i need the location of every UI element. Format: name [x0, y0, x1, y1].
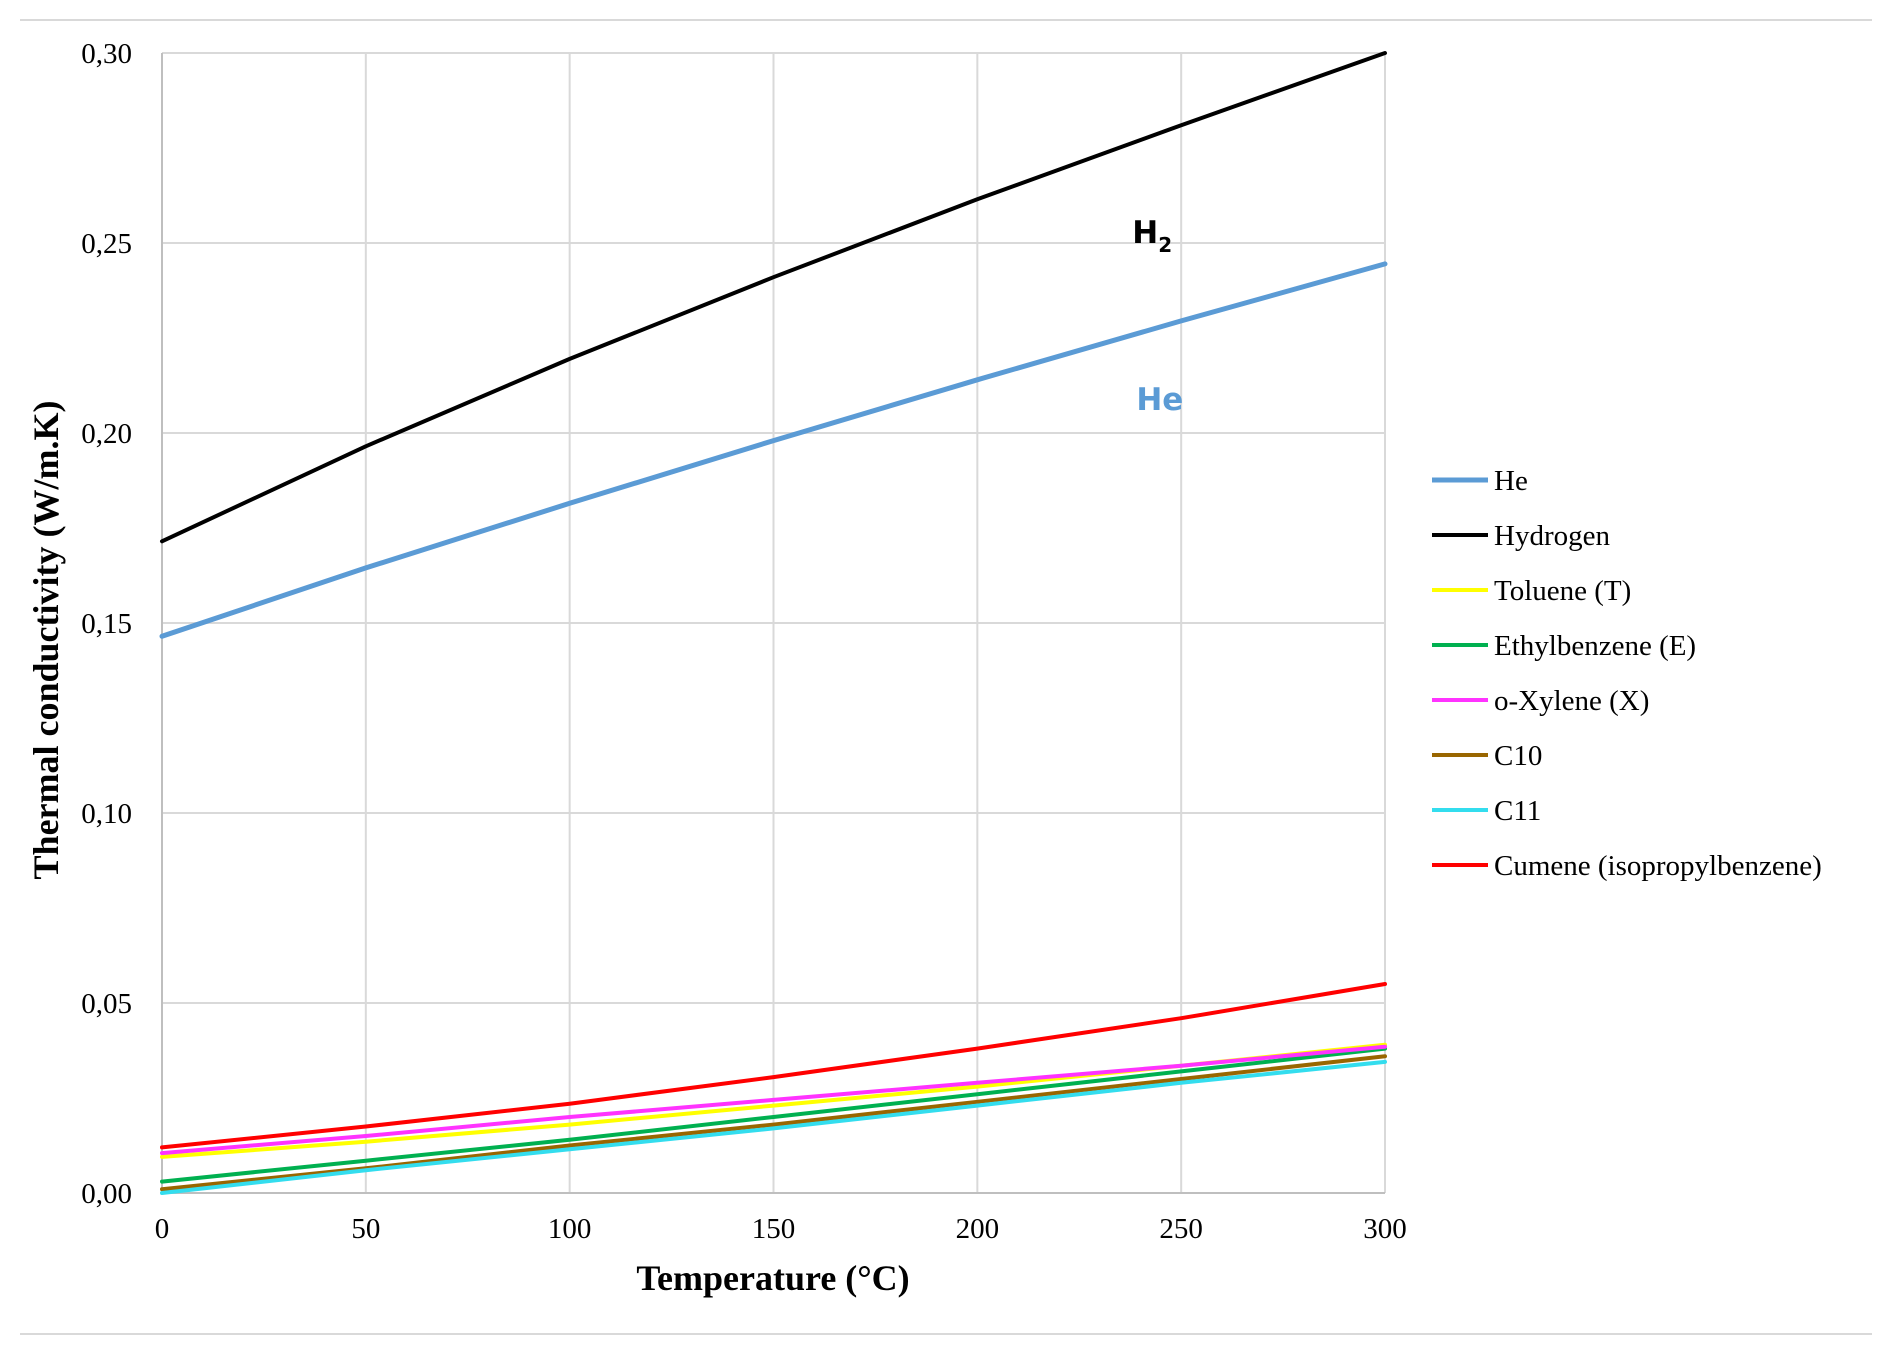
x-tick-label: 50: [351, 1213, 380, 1245]
legend-label: Cumene (isopropylbenzene): [1494, 850, 1822, 882]
y-tick-label: 0,20: [81, 418, 132, 450]
series-line-hydrogen: [160, 51, 1387, 544]
series-line-o-xylene-x: [160, 1044, 1387, 1156]
legend-label: Ethylbenzene (E): [1494, 630, 1696, 662]
legend: He Hydrogen Toluene (T) Ethylbenzene (E) o-X…: [1432, 465, 1822, 882]
series-line-ethylbenzene-e: [160, 1046, 1387, 1184]
legend-label: Hydrogen: [1494, 520, 1610, 552]
y-tick-label: 0,30: [81, 38, 132, 70]
x-tick-label: 150: [752, 1213, 796, 1245]
legend-entry: C11: [1432, 795, 1541, 827]
series-line-c11: [160, 1059, 1387, 1195]
legend-entry: Toluene (T): [1432, 575, 1631, 607]
y-axis-title: Thermal conductivity (W/m.K): [26, 401, 66, 880]
annotation-label: He: [1136, 382, 1183, 418]
legend-label: C11: [1494, 795, 1541, 827]
y-tick-label: 0,05: [81, 988, 132, 1020]
y-tick-label: 0,25: [81, 228, 132, 260]
x-tick-label: 0: [155, 1213, 170, 1245]
legend-entry: Ethylbenzene (E): [1432, 630, 1696, 662]
y-tick-label: 0,15: [81, 608, 132, 640]
legend-label: Toluene (T): [1494, 575, 1631, 607]
tick-labels: 0,00 0,05 0,10 0,15 0,20 0,25 0,30 0 50 100 150 200…: [81, 38, 1407, 1245]
series-line-cumene-isopropylbenzene: [160, 982, 1387, 1150]
x-tick-label: 300: [1363, 1213, 1407, 1245]
series-lines: [159, 51, 1388, 1195]
x-axis-title: Temperature (°C): [636, 1258, 909, 1298]
x-tick-label: 200: [956, 1213, 1000, 1245]
legend-entry: Cumene (isopropylbenzene): [1432, 850, 1822, 882]
legend-label: C10: [1494, 740, 1542, 772]
x-tick-label: 100: [548, 1213, 592, 1245]
grid: [162, 52, 1386, 1193]
legend-entry: C10: [1432, 740, 1542, 772]
annotation-label: H2: [1132, 215, 1172, 257]
legend-entry: He: [1432, 465, 1528, 497]
series-line-he: [159, 261, 1388, 639]
x-tick-label: 250: [1159, 1213, 1203, 1245]
legend-label: o-Xylene (X): [1494, 685, 1649, 717]
annotations: H2 He: [1132, 215, 1183, 418]
y-tick-label: 0,00: [81, 1178, 132, 1210]
legend-entry: Hydrogen: [1432, 520, 1610, 552]
axes: [161, 53, 1385, 1194]
legend-entry: o-Xylene (X): [1432, 685, 1649, 717]
legend-label: He: [1494, 465, 1528, 497]
y-tick-label: 0,10: [81, 798, 132, 830]
